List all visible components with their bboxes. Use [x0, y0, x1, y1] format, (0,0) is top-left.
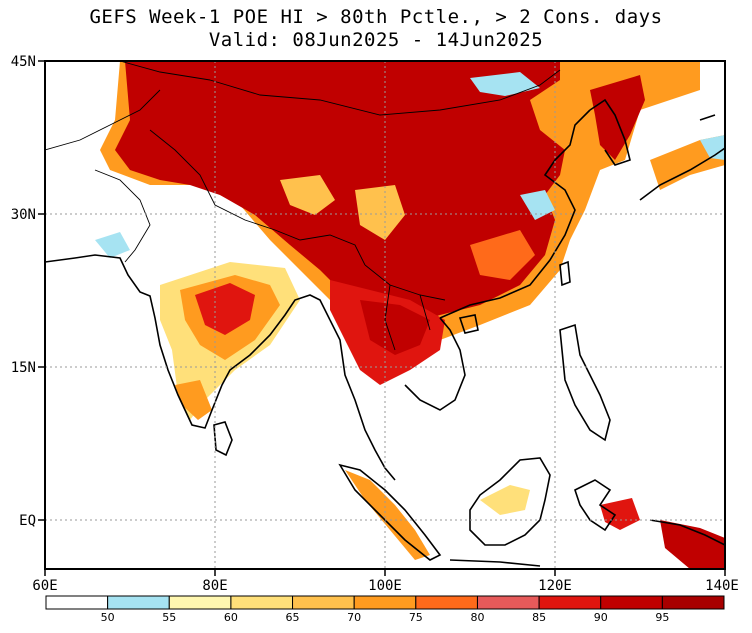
shade-borneo [480, 485, 530, 515]
colorbar-label: 70 [347, 611, 361, 624]
border-central-asia [45, 89, 161, 151]
coast-korea [589, 98, 631, 166]
borders [45, 61, 561, 351]
border-pakistan [94, 169, 151, 263]
coast-java [449, 559, 541, 567]
coast-sumatra [338, 463, 442, 561]
border-mongolia [209, 69, 561, 116]
colorbar-label: 90 [594, 611, 608, 624]
lat-label-30n: 30N [11, 207, 36, 223]
shade-cool-coast [520, 190, 555, 220]
axis-ticks [38, 60, 726, 576]
colorbar-swatch [538, 595, 602, 610]
colorbar-swatch [476, 595, 540, 610]
colorbar-label: 80 [470, 611, 484, 624]
coast-india [45, 254, 331, 429]
coast-borneo [469, 457, 551, 546]
coast-newguinea [649, 519, 725, 546]
colorbar-label: 55 [162, 611, 176, 624]
shade-sw-india [175, 380, 212, 420]
coast-taiwan [559, 260, 571, 287]
colorbar-swatch [107, 595, 170, 610]
map-title: GEFS Week-1 POE HI > 80th Pctle., > 2 Co… [89, 6, 663, 28]
lon-label-80e: 80E [202, 578, 227, 594]
shade-south-china-light [470, 230, 535, 280]
map-subtitle: Valid: 08Jun2025 - 14Jun2025 [208, 29, 544, 51]
colorbar-label: 95 [655, 611, 669, 624]
lon-label-60e: 60E [32, 578, 57, 594]
colorbar-swatch [353, 595, 417, 610]
coast-srilanka [213, 421, 233, 457]
colorbar-swatch [415, 595, 478, 610]
lat-label-eq: EQ [19, 513, 36, 529]
coast-indochina [329, 317, 466, 481]
lon-label-100e: 100E [368, 578, 402, 594]
coast-china [439, 109, 591, 319]
shaded-field [95, 61, 725, 569]
shade-india-red [195, 283, 255, 335]
shade-tibet-light [280, 175, 335, 215]
shade-china-core [115, 61, 565, 325]
colorbar-swatch [168, 595, 232, 610]
border-india-china [149, 129, 366, 266]
shade-cool-mongolia [470, 72, 540, 96]
shade-korea [590, 75, 645, 160]
coast-philippines [559, 323, 611, 442]
gridlines [45, 61, 725, 569]
colorbar-label: 65 [286, 611, 300, 624]
colorbar-swatch [230, 595, 294, 610]
shade-sumatra [345, 470, 430, 560]
colorbar: 50 55 60 65 70 75 80 85 90 95 [45, 595, 725, 624]
lon-label-120e: 120E [538, 578, 572, 594]
coast-sulawesi [574, 479, 617, 532]
shade-cool-japan [700, 135, 725, 160]
colorbar-swatch [661, 595, 725, 610]
lon-label-140e: 140E [705, 578, 739, 594]
shade-yunnan-light [355, 185, 405, 240]
shade-cool-india [95, 232, 130, 258]
colorbar-label: 60 [224, 611, 238, 624]
coast-japan [639, 114, 725, 201]
coastlines [45, 98, 725, 567]
border-russia [119, 61, 211, 81]
shade-indochina-core [360, 300, 430, 355]
colorbar-swatch [292, 595, 355, 610]
coast-hainan [458, 314, 479, 334]
lat-label-45n: 45N [11, 54, 36, 70]
border-indochina [364, 264, 446, 351]
colorbar-label: 75 [409, 611, 423, 624]
colorbar-swatch [45, 595, 109, 610]
colorbar-label: 50 [101, 611, 115, 624]
colorbar-swatch [600, 595, 663, 610]
shade-png [660, 520, 725, 569]
lat-label-15n: 15N [11, 360, 36, 376]
colorbar-label: 85 [532, 611, 546, 624]
